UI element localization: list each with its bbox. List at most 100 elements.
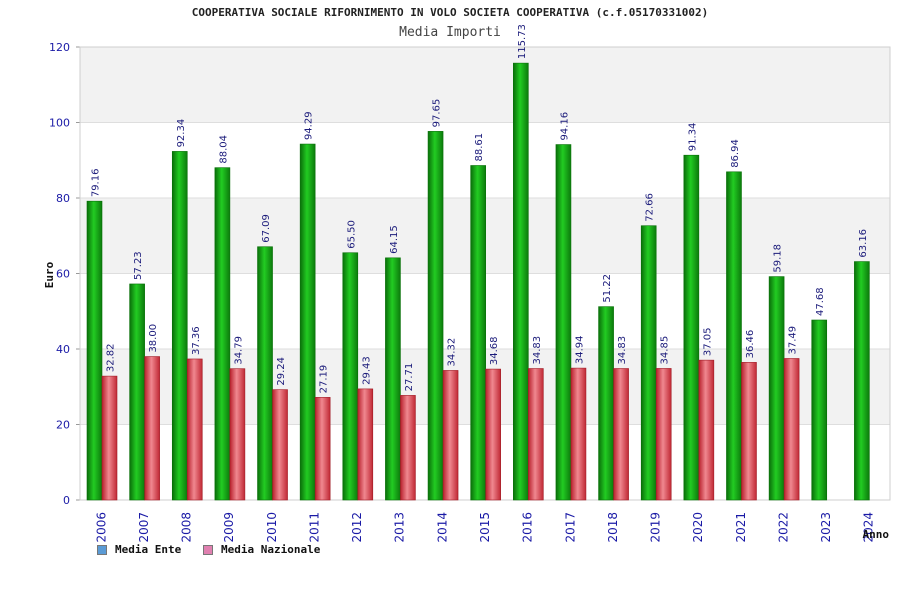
bar-media-nazionale <box>442 370 459 501</box>
bar-media-nazionale <box>528 368 544 501</box>
bar-media-nazionale <box>741 362 757 501</box>
y-tick-label: 20 <box>56 419 70 432</box>
bar-media-nazionale <box>186 358 203 501</box>
legend-label-ente: Media Ente <box>115 543 182 556</box>
y-tick-label: 80 <box>56 192 70 205</box>
bar-media-nazionale <box>485 368 501 501</box>
data-label: 79.16 <box>91 169 102 198</box>
x-tick-label: 2012 <box>350 512 364 543</box>
data-label: 59.18 <box>773 244 784 273</box>
data-label: 37.05 <box>702 327 713 356</box>
data-label: 29.43 <box>361 356 372 385</box>
bar-media-nazionale <box>655 368 672 501</box>
data-label: 57.23 <box>133 251 144 280</box>
x-tick-label: 2006 <box>94 512 108 543</box>
data-label: 34.83 <box>617 336 628 365</box>
x-tick-label: 2022 <box>776 512 790 543</box>
bar-media-nazionale <box>783 358 800 501</box>
bar-media-ente <box>129 283 145 501</box>
data-label: 72.66 <box>645 193 656 222</box>
bar-media-ente <box>683 154 700 501</box>
legend-label-nazionale: Media Nazionale <box>221 543 321 556</box>
x-tick-label: 2021 <box>734 512 748 543</box>
plot-band <box>80 47 890 123</box>
data-label: 29.24 <box>276 357 287 386</box>
legend-swatch-ente <box>97 544 107 555</box>
data-label: 27.71 <box>404 363 415 392</box>
data-label: 91.34 <box>687 123 698 152</box>
x-tick-label: 2016 <box>521 512 535 543</box>
data-label: 86.94 <box>730 139 741 168</box>
bar-media-nazionale <box>229 368 246 501</box>
data-label: 92.34 <box>176 119 187 148</box>
bar-media-nazionale <box>570 367 587 501</box>
bar-media-ente <box>171 151 188 501</box>
bar-media-nazionale <box>144 356 160 501</box>
x-tick-label: 2014 <box>435 512 449 543</box>
bar-media-ente <box>86 200 103 501</box>
bar-media-ente <box>768 276 785 501</box>
bar-media-ente <box>726 171 742 501</box>
y-tick-label: 100 <box>49 117 70 130</box>
chart-title: COOPERATIVA SOCIALE RIFORNIMENTO IN VOLO… <box>191 6 709 19</box>
bar-media-nazionale <box>698 359 715 501</box>
bar-media-ente <box>513 62 529 501</box>
data-label: 88.04 <box>218 135 229 164</box>
x-tick-label: 2018 <box>606 512 620 543</box>
y-tick-label: 0 <box>63 494 70 507</box>
bar-media-ente <box>342 252 359 501</box>
data-label: 34.83 <box>532 336 543 365</box>
bar-media-nazionale <box>272 389 288 501</box>
data-label: 65.50 <box>346 220 357 249</box>
bar-media-ente <box>854 261 870 501</box>
bar-media-ente <box>470 165 486 501</box>
bar-media-ente <box>299 143 316 501</box>
x-tick-label: 2023 <box>819 512 833 543</box>
bar-media-ente <box>214 167 231 501</box>
y-tick-label: 60 <box>56 268 70 281</box>
data-label: 34.32 <box>447 338 458 367</box>
x-tick-label: 2013 <box>393 512 407 543</box>
data-label: 27.19 <box>319 365 330 394</box>
legend-item-nazionale: Media Nazionale <box>203 543 320 556</box>
x-tick-label: 2007 <box>137 512 151 543</box>
x-tick-label: 2024 <box>862 512 876 543</box>
bar-media-ente <box>598 306 614 501</box>
data-label: 34.94 <box>574 335 585 364</box>
bar-media-nazionale <box>400 395 416 501</box>
data-label: 51.22 <box>602 274 613 303</box>
bar-media-nazionale <box>314 397 331 501</box>
bar-media-ente <box>811 319 828 501</box>
data-label: 37.36 <box>191 326 202 355</box>
data-label: 38.00 <box>148 324 159 353</box>
x-tick-label: 2019 <box>649 512 663 543</box>
bar-media-nazionale <box>101 375 118 501</box>
x-tick-label: 2017 <box>563 512 577 543</box>
data-label: 34.68 <box>489 336 500 365</box>
data-label: 115.73 <box>517 24 528 59</box>
y-tick-label: 40 <box>56 343 70 356</box>
data-label: 67.09 <box>261 214 272 243</box>
y-tick-label: 120 <box>49 41 70 54</box>
data-label: 37.49 <box>788 326 799 355</box>
x-tick-label: 2008 <box>180 512 194 543</box>
bar-media-ente <box>257 246 273 501</box>
x-axis-label: Anno <box>863 528 890 541</box>
data-label: 97.65 <box>432 99 443 128</box>
data-label: 32.82 <box>106 343 117 372</box>
data-label: 64.15 <box>389 225 400 254</box>
data-label: 47.68 <box>815 287 826 316</box>
data-label: 63.16 <box>858 229 869 258</box>
bar-media-ente <box>555 144 572 501</box>
data-label: 94.29 <box>304 111 315 140</box>
x-tick-label: 2015 <box>478 512 492 543</box>
bar-media-ente <box>385 257 401 501</box>
x-tick-label: 2011 <box>307 512 321 543</box>
bar-media-ente <box>427 131 444 501</box>
data-label: 34.79 <box>233 336 244 365</box>
x-tick-label: 2010 <box>265 512 279 543</box>
bar-media-ente <box>640 225 657 501</box>
x-tick-label: 2020 <box>691 512 705 543</box>
legend-item-ente: Media Ente <box>97 543 181 556</box>
